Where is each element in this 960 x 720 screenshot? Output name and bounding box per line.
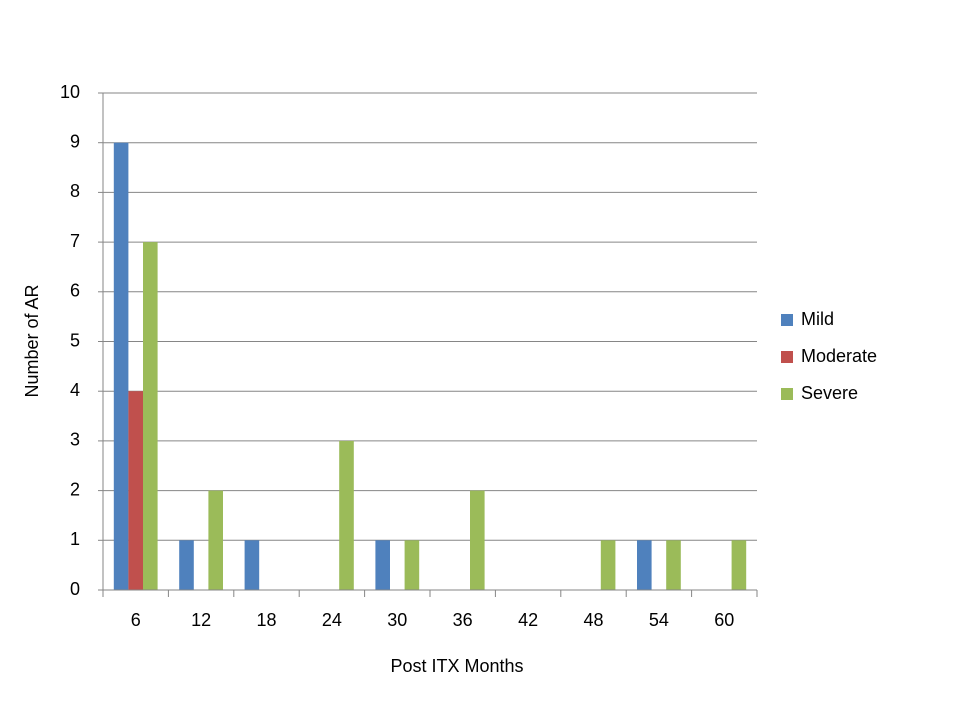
y-tick-label: 10 — [60, 82, 80, 102]
x-axis-title: Post ITX Months — [390, 656, 523, 676]
legend-label: Severe — [801, 383, 858, 403]
bar — [666, 540, 681, 590]
x-tick-label: 6 — [131, 610, 141, 630]
y-tick-label: 6 — [70, 281, 80, 301]
y-tick-label: 9 — [70, 131, 80, 151]
y-axis-title: Number of AR — [22, 284, 42, 397]
bar — [128, 391, 143, 590]
y-tick-label: 3 — [70, 430, 80, 450]
bar — [143, 242, 158, 590]
x-tick-label: 48 — [583, 610, 603, 630]
bar — [470, 490, 485, 590]
bar — [113, 142, 129, 590]
x-tick-label: 12 — [191, 610, 211, 630]
y-tick-label: 2 — [70, 479, 80, 499]
legend-swatch — [781, 388, 793, 400]
bar — [179, 540, 194, 590]
bar — [339, 440, 354, 590]
legend-swatch — [781, 314, 793, 326]
x-tick-label: 42 — [518, 610, 538, 630]
y-tick-label: 1 — [70, 529, 80, 549]
bar — [208, 490, 223, 590]
bar — [731, 540, 747, 590]
y-tick-label: 7 — [70, 231, 80, 251]
x-tick-label: 18 — [256, 610, 276, 630]
legend-label: Mild — [801, 309, 834, 329]
bar — [375, 540, 390, 590]
bar — [404, 540, 420, 590]
legend-label: Moderate — [801, 346, 877, 366]
x-tick-label: 54 — [649, 610, 669, 630]
x-tick-label: 60 — [714, 610, 734, 630]
x-tick-label: 36 — [453, 610, 473, 630]
bar — [637, 540, 652, 590]
bar — [244, 540, 260, 590]
legend-swatch — [781, 351, 793, 363]
x-tick-label: 24 — [322, 610, 342, 630]
y-tick-label: 5 — [70, 330, 80, 350]
y-tick-label: 8 — [70, 181, 80, 201]
y-tick-label: 0 — [70, 579, 80, 599]
bar — [600, 540, 616, 590]
x-tick-label: 30 — [387, 610, 407, 630]
y-tick-label: 4 — [70, 380, 80, 400]
